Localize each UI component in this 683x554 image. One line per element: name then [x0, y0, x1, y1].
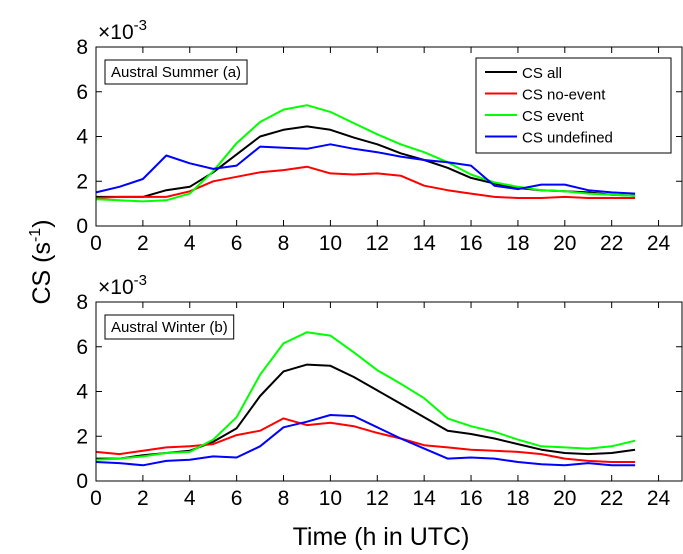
- x-tick-label: 8: [278, 487, 290, 510]
- y-tick-label: 6: [76, 336, 88, 359]
- x-tick-label: 18: [506, 487, 529, 510]
- panel-label-box: Austral Summer (a): [104, 59, 248, 85]
- legend-entry: CS event: [522, 108, 585, 125]
- y-tick-label: 0: [76, 215, 88, 238]
- series-line-cs-event: [95, 104, 636, 203]
- y-axis-label: CS (s-1): [27, 219, 56, 304]
- legend: CS all CS no-event CS event CS undefined: [475, 57, 672, 154]
- panel-label-box: Austral Winter (b): [104, 314, 235, 340]
- x-tick-label: 22: [600, 487, 623, 510]
- x-tick-label: 0: [90, 487, 102, 510]
- x-tick-label: 14: [412, 487, 436, 510]
- legend-entry: CS all: [522, 65, 562, 82]
- x-tick-label: 8: [278, 232, 290, 255]
- y-tick-label: 8: [76, 36, 88, 59]
- series-line-cs-undefined: [95, 143, 636, 195]
- x-tick-label: 6: [231, 232, 243, 255]
- x-tick-label: 4: [184, 487, 196, 510]
- x-tick-label: 4: [184, 232, 196, 255]
- panel-label: Austral Summer (a): [111, 64, 241, 81]
- x-axis-label: Time (h in UTC): [293, 523, 470, 551]
- x-tick-label: 2: [137, 232, 149, 255]
- x-tick-label: 16: [459, 487, 482, 510]
- x-tick-label: 18: [506, 232, 529, 255]
- x-tick-label: 14: [412, 232, 436, 255]
- y-tick-label: 2: [76, 170, 88, 193]
- series-line-cs-event: [95, 331, 636, 461]
- axis-multiplier: ×10-3: [98, 272, 147, 299]
- axis-multiplier: ×10-3: [98, 17, 147, 44]
- legend-entry: CS no-event: [522, 87, 606, 104]
- legend-entry: CS undefined: [522, 130, 613, 147]
- y-tick-label: 6: [76, 81, 88, 104]
- x-tick-label: 12: [366, 232, 389, 255]
- x-tick-label: 16: [459, 232, 482, 255]
- x-tick-label: 12: [366, 487, 389, 510]
- y-tick-label: 4: [76, 381, 88, 404]
- x-tick-label: 10: [319, 487, 342, 510]
- x-tick-label: 24: [647, 232, 671, 255]
- series-line-cs-undefined: [95, 414, 636, 467]
- panel-label: Austral Winter (b): [111, 319, 228, 336]
- y-tick-label: 2: [76, 425, 88, 448]
- x-tick-label: 2: [137, 487, 149, 510]
- y-tick-label: 4: [76, 126, 88, 149]
- x-tick-label: 6: [231, 487, 243, 510]
- series-line-cs-no-event: [95, 165, 636, 199]
- x-tick-label: 20: [553, 487, 576, 510]
- x-tick-label: 20: [553, 232, 576, 255]
- series-line-cs-no-event: [95, 417, 636, 463]
- x-tick-label: 0: [90, 232, 102, 255]
- x-tick-label: 10: [319, 232, 342, 255]
- x-tick-label: 24: [647, 487, 671, 510]
- y-tick-label: 0: [76, 470, 88, 493]
- x-tick-label: 22: [600, 232, 623, 255]
- y-tick-label: 8: [76, 291, 88, 314]
